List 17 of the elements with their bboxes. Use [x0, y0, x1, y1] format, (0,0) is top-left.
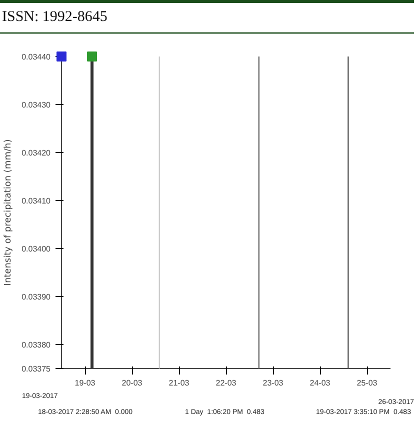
y-axis-title: Intensity of precipitation (mm/h) — [4, 139, 14, 286]
x-tick-label: 23-03 — [262, 378, 284, 388]
x-tick-label: 24-03 — [310, 378, 331, 388]
x-tick-label: 22-03 — [216, 378, 237, 388]
x-tick-label: 21-03 — [168, 378, 190, 388]
y-tick-label: 0.03440 — [22, 52, 52, 62]
y-tick-label: 0.03390 — [22, 292, 52, 302]
x-tick-label: 19-03 — [74, 378, 96, 388]
y-tick-label: 0.03375 — [22, 364, 52, 374]
x-tick-label: 25-03 — [356, 378, 378, 388]
y-tick-label: 0.03400 — [22, 244, 52, 254]
y-tick-label: 0.03420 — [22, 148, 52, 158]
text: ISSN: 1992-8645 — [0, 0, 414, 34]
y-tick-label: 0.03410 — [22, 196, 52, 206]
y-tick-label: 0.03380 — [22, 340, 52, 350]
y-tick-label: 0.03430 — [22, 100, 52, 110]
x-tick-label: 20-03 — [122, 378, 143, 388]
